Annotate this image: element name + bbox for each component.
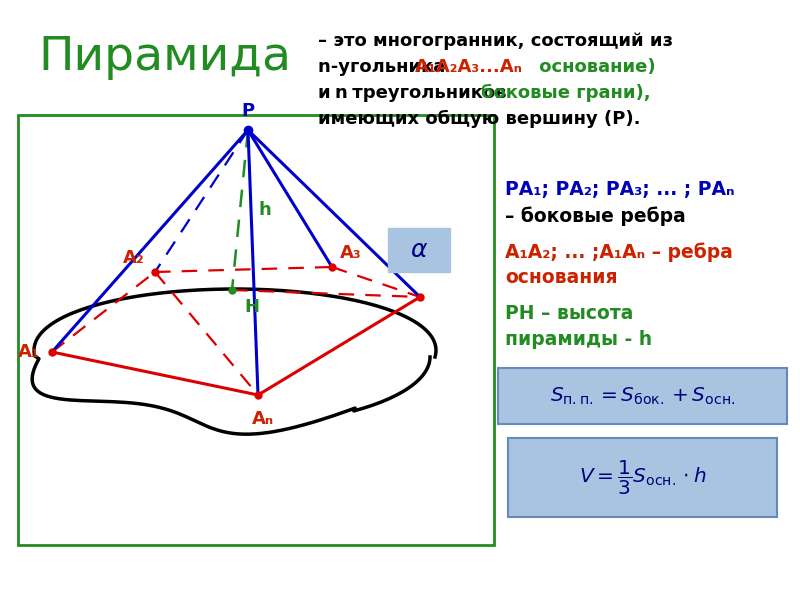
- Text: пирамиды - h: пирамиды - h: [505, 330, 652, 349]
- Text: A₁: A₁: [18, 343, 40, 361]
- Text: A₃: A₃: [340, 244, 362, 262]
- Text: основание): основание): [533, 58, 656, 76]
- Text: – боковые ребра: – боковые ребра: [505, 206, 686, 226]
- Text: РА₁; РА₂; РА₃; ... ; РАₙ: РА₁; РА₂; РА₃; ... ; РАₙ: [505, 180, 734, 199]
- FancyBboxPatch shape: [498, 368, 787, 424]
- Text: основания: основания: [505, 268, 618, 287]
- Text: Пирамида: Пирамида: [38, 35, 291, 80]
- Text: $\alpha$: $\alpha$: [410, 238, 428, 262]
- Text: h: h: [258, 201, 270, 219]
- Text: имеющих общую вершину (Р).: имеющих общую вершину (Р).: [318, 110, 641, 128]
- Text: $S_{\rm п.п.} = S_{\rm бок.} + S_{\rm осн.}$: $S_{\rm п.п.} = S_{\rm бок.} + S_{\rm ос…: [550, 385, 735, 407]
- Text: H: H: [244, 298, 259, 316]
- Text: P: P: [242, 102, 254, 120]
- Text: $V = \dfrac{1}{3}S_{\rm осн.} \cdot h$: $V = \dfrac{1}{3}S_{\rm осн.} \cdot h$: [578, 458, 706, 497]
- Text: A₁A₂A₃...Aₙ: A₁A₂A₃...Aₙ: [415, 58, 523, 76]
- Text: боковые грани),: боковые грани),: [481, 84, 650, 102]
- Text: n: n: [334, 84, 346, 102]
- Text: треугольников: треугольников: [346, 84, 519, 102]
- Text: n-угольника: n-угольника: [318, 58, 451, 76]
- FancyBboxPatch shape: [388, 228, 450, 272]
- Text: А₁А₂; ... ;А₁Аₙ – ребра: А₁А₂; ... ;А₁Аₙ – ребра: [505, 242, 733, 262]
- FancyBboxPatch shape: [18, 115, 494, 545]
- Text: РН – высота: РН – высота: [505, 304, 634, 323]
- Text: и: и: [318, 84, 337, 102]
- Text: – это многогранник, состоящий из: – это многогранник, состоящий из: [318, 32, 673, 50]
- FancyBboxPatch shape: [508, 438, 777, 517]
- Text: Aₙ: Aₙ: [252, 410, 274, 428]
- Text: A₂: A₂: [123, 249, 145, 267]
